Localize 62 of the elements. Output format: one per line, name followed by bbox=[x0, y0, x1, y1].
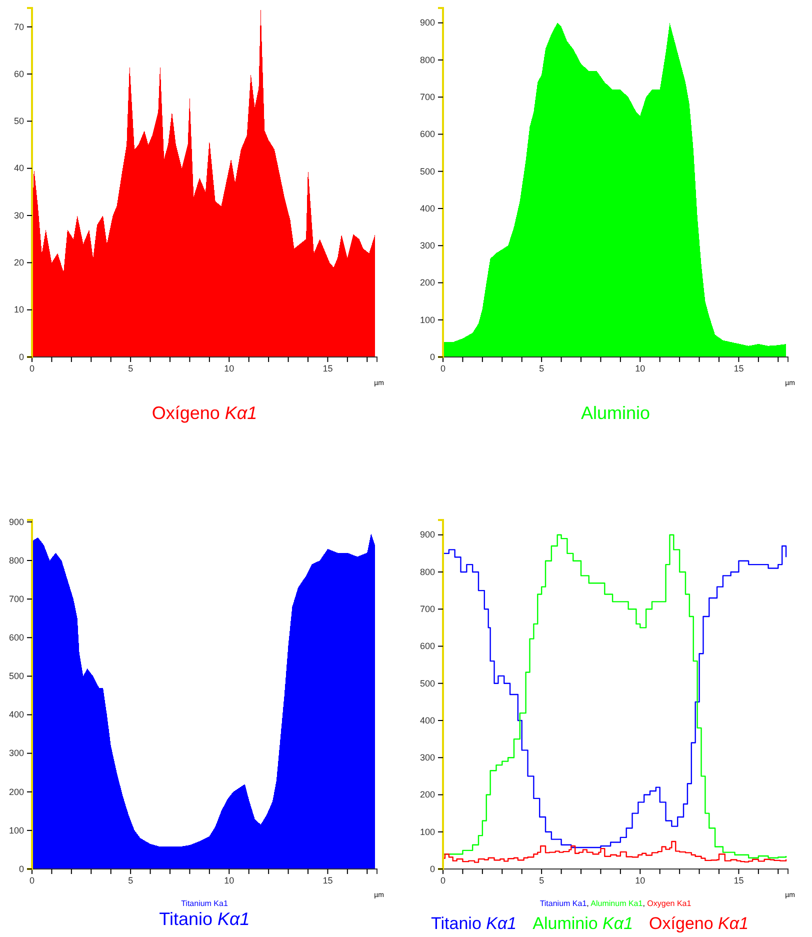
text: Titanio Kα1 bbox=[431, 914, 517, 933]
x-tick-label: 0 bbox=[29, 363, 35, 374]
x-tick-label: 10 bbox=[635, 875, 646, 886]
x-tick-label: 5 bbox=[539, 363, 544, 374]
x-tick-label: 15 bbox=[734, 875, 744, 886]
x-tick-label: 10 bbox=[224, 363, 234, 374]
y-tick-label: 0 bbox=[18, 352, 24, 362]
y-tick-label: 300 bbox=[420, 752, 435, 762]
x-tick-label: 15 bbox=[322, 363, 333, 374]
y-tick-label: 800 bbox=[8, 555, 24, 566]
y-tick-label: 100 bbox=[420, 826, 435, 837]
y-tick-label: 0 bbox=[430, 352, 435, 362]
y-tick-label: 400 bbox=[420, 203, 435, 214]
y-tick-label: 600 bbox=[420, 129, 435, 140]
text: Titanium Ka1 bbox=[181, 899, 228, 908]
y-tick-label: 300 bbox=[8, 748, 24, 758]
y-tick-label: 0 bbox=[430, 864, 435, 874]
text: Titanio Kα1 bbox=[159, 909, 250, 929]
text: Aluminio bbox=[580, 403, 650, 423]
x-tick-label: 10 bbox=[224, 875, 234, 886]
x-tick-label: 15 bbox=[734, 363, 744, 374]
y-tick-label: 500 bbox=[8, 671, 24, 682]
y-tick-label: 30 bbox=[14, 210, 24, 220]
y-tick-label: 50 bbox=[14, 116, 24, 126]
y-tick-label: 600 bbox=[8, 632, 24, 642]
y-tick-label: 500 bbox=[420, 166, 435, 176]
y-tick-label: 70 bbox=[14, 22, 24, 32]
x-tick-label: 0 bbox=[29, 875, 35, 886]
text: Oxígeno Kα1 bbox=[649, 914, 749, 933]
y-tick-label: 700 bbox=[8, 594, 24, 604]
y-tick-label: 40 bbox=[14, 163, 24, 174]
y-tick-label: 800 bbox=[420, 54, 435, 65]
y-tick-label: 200 bbox=[420, 278, 435, 288]
y-tick-label: 10 bbox=[14, 304, 24, 315]
y-tick-label: 600 bbox=[420, 641, 435, 652]
text: Aluminio Kα1 bbox=[532, 914, 634, 933]
y-tick-label: 800 bbox=[420, 566, 435, 577]
text: Oxígeno Kα1 bbox=[152, 403, 258, 423]
x-tick-label: 0 bbox=[440, 363, 446, 374]
text: Titanium Ka1, Aluminum Ka1, Oxygen Ka1 bbox=[540, 899, 692, 908]
y-tick-label: 400 bbox=[420, 715, 435, 726]
y-tick-label: 900 bbox=[8, 516, 24, 527]
y-tick-label: 300 bbox=[420, 240, 435, 250]
y-tick-label: 400 bbox=[8, 710, 24, 720]
y-tick-label: 0 bbox=[18, 864, 24, 874]
y-tick-label: 200 bbox=[8, 786, 24, 797]
y-tick-label: 900 bbox=[420, 18, 435, 28]
x-tick-label: 15 bbox=[322, 875, 333, 886]
y-tick-label: 200 bbox=[420, 790, 435, 800]
y-tick-label: 20 bbox=[14, 258, 24, 268]
y-tick-label: 500 bbox=[420, 678, 435, 688]
y-tick-label: 700 bbox=[420, 604, 435, 614]
y-tick-label: 60 bbox=[14, 68, 24, 79]
y-tick-label: 100 bbox=[420, 314, 435, 325]
y-tick-label: 700 bbox=[420, 92, 435, 102]
x-tick-label: 5 bbox=[539, 875, 544, 886]
y-tick-label: 100 bbox=[8, 825, 24, 836]
x-tick-label: 10 bbox=[635, 363, 646, 374]
x-tick-label: 0 bbox=[440, 875, 446, 886]
x-tick-label: 5 bbox=[128, 875, 134, 886]
x-tick-label: 5 bbox=[128, 363, 134, 374]
y-tick-label: 900 bbox=[420, 530, 435, 540]
